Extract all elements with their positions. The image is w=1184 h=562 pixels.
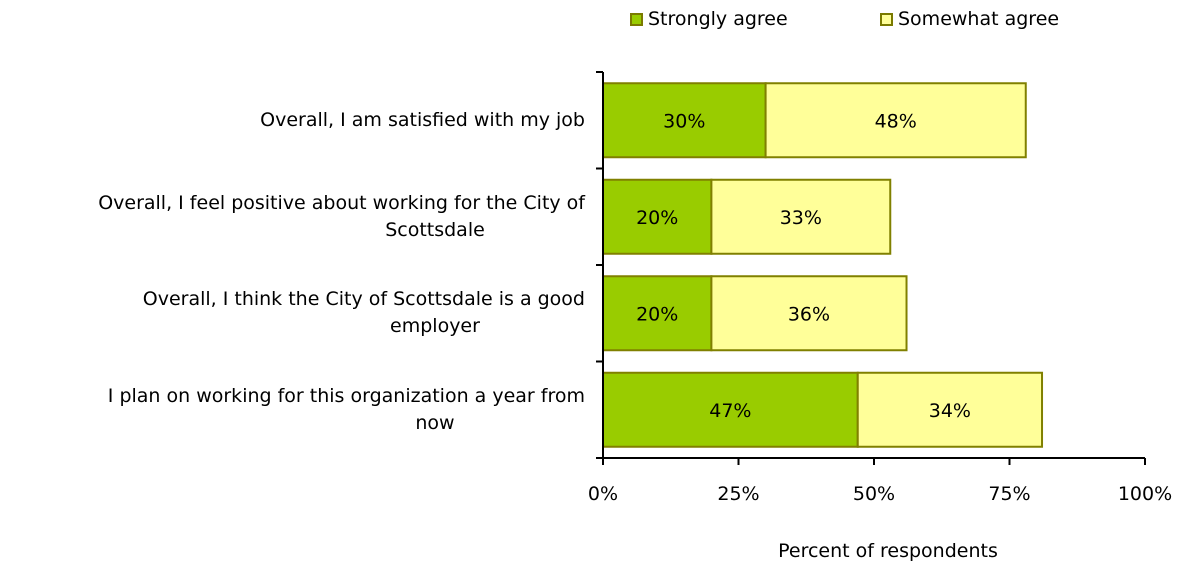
category-label-line: Overall, I think the City of Scottsdale … xyxy=(142,288,585,311)
x-tick-label: 75% xyxy=(988,483,1031,505)
legend-swatch-somewhat-agree xyxy=(880,12,893,26)
x-axis-title: Percent of respondents xyxy=(778,540,998,562)
x-tick-label: 25% xyxy=(717,483,760,505)
category-label-line: Overall, I am satisfied with my job xyxy=(260,108,585,131)
data-label-somewhat-agree-0: 48% xyxy=(875,110,917,132)
category-label-line: Overall, I feel positive about working f… xyxy=(98,191,585,214)
data-label-strongly-agree-3: 47% xyxy=(709,400,751,422)
bar-somewhat-agree-2 xyxy=(710,275,908,352)
category-label-line: Scottsdale xyxy=(385,218,485,241)
x-tick-label: 0% xyxy=(587,483,619,505)
category-label-line: I plan on working for this organization … xyxy=(107,384,585,407)
bar-somewhat-agree-0 xyxy=(764,82,1027,159)
category-label-line: now xyxy=(415,411,455,434)
data-label-strongly-agree-0: 30% xyxy=(663,110,705,132)
bar-strongly-agree-2 xyxy=(602,275,713,352)
data-label-somewhat-agree-2: 36% xyxy=(788,303,830,325)
bar-strongly-agree-0 xyxy=(602,82,767,159)
bar-strongly-agree-1 xyxy=(602,178,713,255)
x-tick-label: 50% xyxy=(852,483,896,505)
category-label: Overall, I think the City of Scottsdale … xyxy=(0,286,585,340)
legend-label-somewhat-agree: Somewhat agree xyxy=(898,8,1060,30)
bar-somewhat-agree-3 xyxy=(856,371,1044,448)
bar-strongly-agree-3 xyxy=(602,371,859,448)
category-label: Overall, I am satisfied with my job xyxy=(0,107,585,134)
x-tick-label: 100% xyxy=(1117,483,1173,505)
data-label-somewhat-agree-1: 33% xyxy=(780,207,822,229)
category-label: I plan on working for this organization … xyxy=(0,383,585,437)
bar-somewhat-agree-1 xyxy=(710,178,892,255)
legend-item-somewhat-agree: Somewhat agree xyxy=(880,8,1059,30)
data-label-somewhat-agree-3: 34% xyxy=(929,400,971,422)
category-label: Overall, I feel positive about working f… xyxy=(0,190,585,244)
data-label-strongly-agree-1: 20% xyxy=(636,207,678,229)
legend-swatch-strongly-agree xyxy=(630,12,643,26)
legend-item-strongly-agree: Strongly agree xyxy=(630,8,788,30)
data-label-strongly-agree-2: 20% xyxy=(636,303,678,325)
category-label-line: employer xyxy=(390,315,480,338)
legend: Strongly agree Somewhat agree xyxy=(0,8,1184,38)
legend-label-strongly-agree: Strongly agree xyxy=(648,8,788,30)
